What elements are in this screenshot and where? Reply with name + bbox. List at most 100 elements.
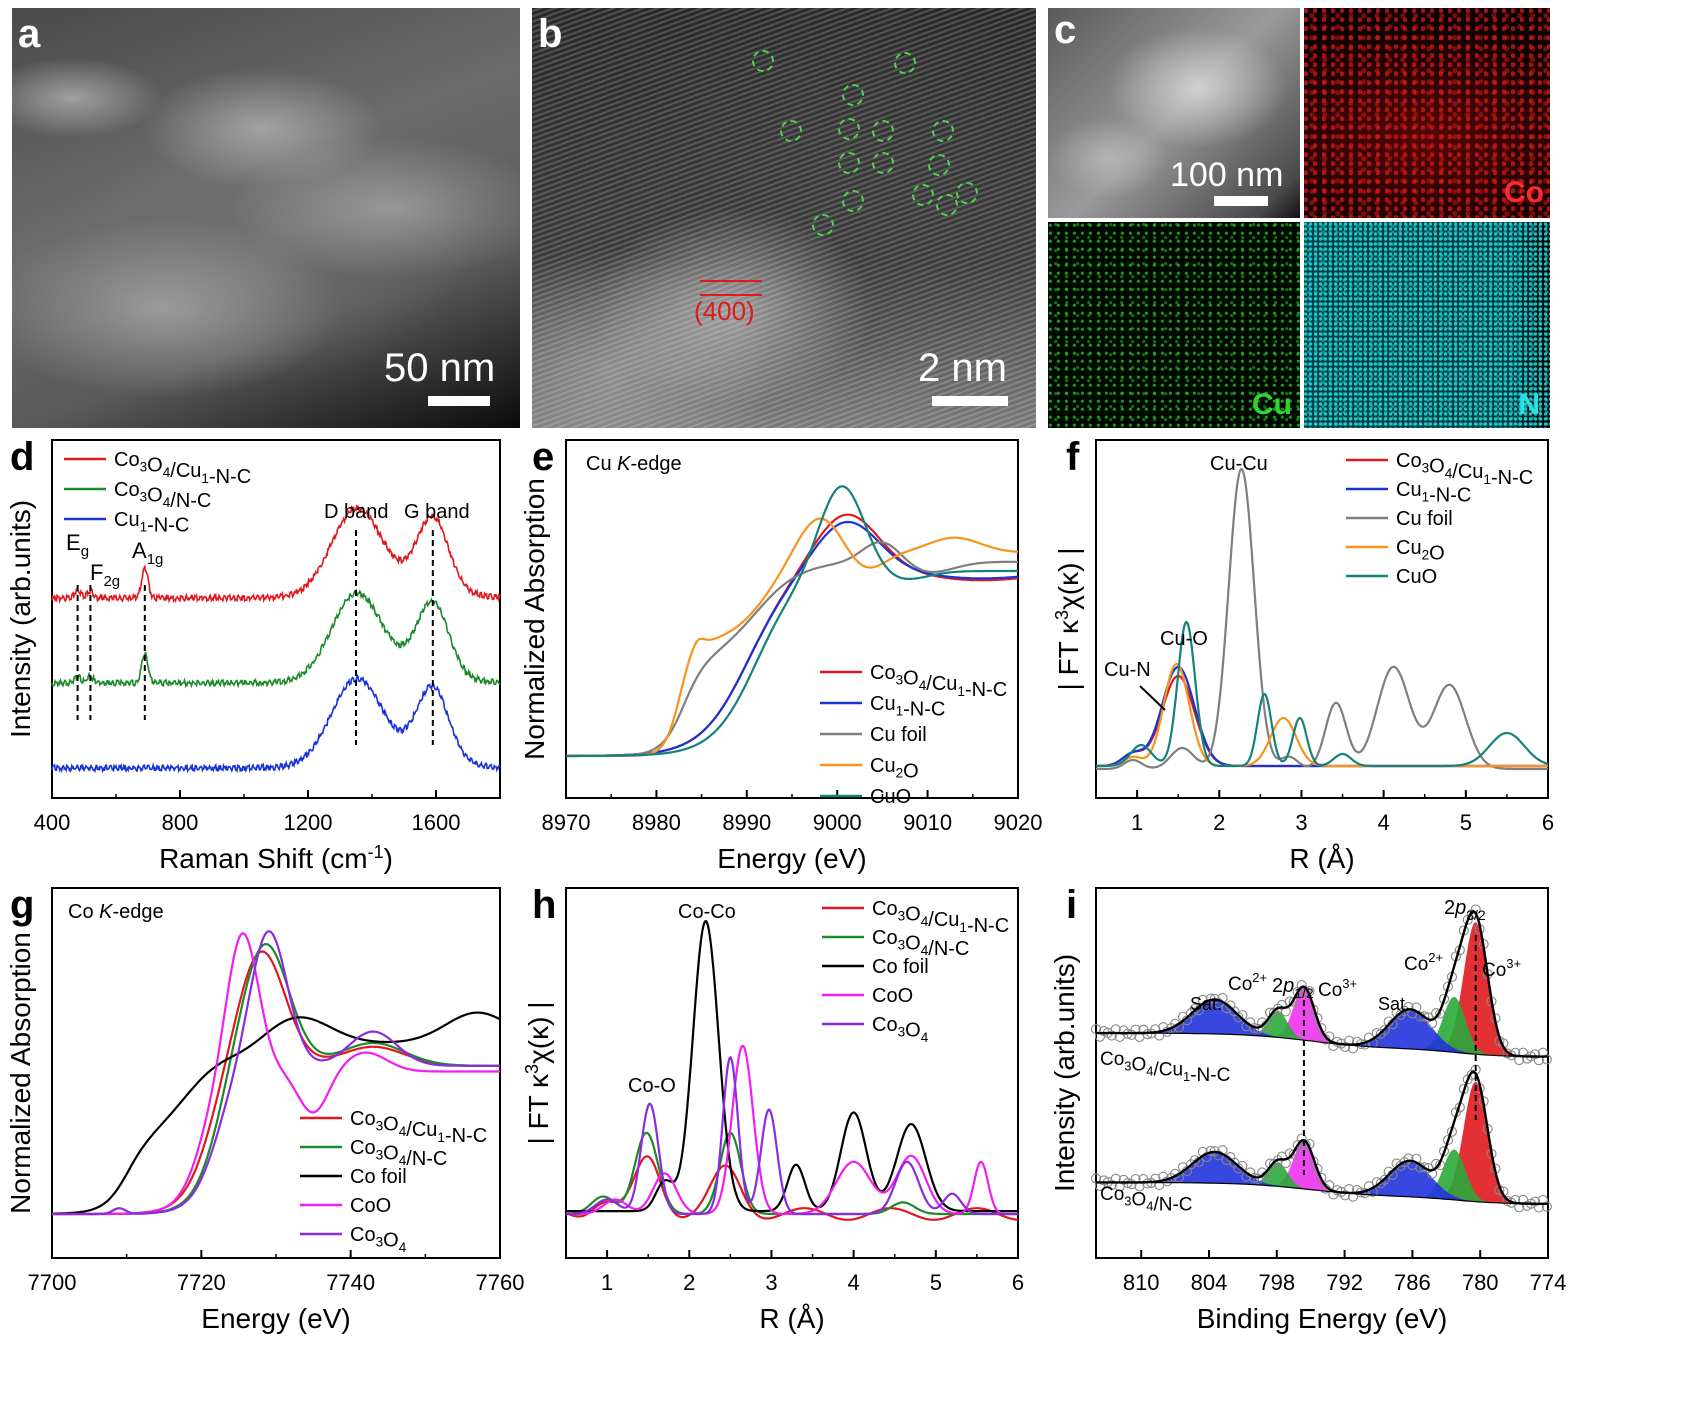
exafs-co-series-0 bbox=[565, 1155, 1019, 1221]
x-axis-label: Energy (eV) bbox=[201, 1303, 350, 1334]
xps-envelope bbox=[1096, 910, 1548, 1058]
x-tick-label: 3 bbox=[1295, 810, 1307, 835]
plot-frame bbox=[51, 439, 501, 799]
y-axis-label: Intensity (arb.units) bbox=[5, 500, 36, 738]
y-axis-label: | FT κ3χ(κ) | bbox=[522, 1002, 554, 1145]
x-tick-label: 804 bbox=[1191, 1270, 1228, 1295]
panel-label: e bbox=[532, 435, 554, 479]
peak-label-a1g: A1g bbox=[132, 538, 163, 568]
x-tick-label: 810 bbox=[1123, 1270, 1160, 1295]
x-tick-label: 2 bbox=[683, 1270, 695, 1295]
legend-label: Co3O4/Cu1-N-C bbox=[350, 1108, 487, 1147]
xanes-co-series-0 bbox=[52, 950, 500, 1216]
legend-label: CuO bbox=[1396, 566, 1437, 588]
scale-bar bbox=[1214, 196, 1268, 206]
single-atom-ring bbox=[936, 194, 958, 216]
legend-label: CoO bbox=[350, 1195, 391, 1217]
x-tick-label: 3 bbox=[765, 1270, 777, 1295]
xps-background bbox=[1096, 1181, 1549, 1205]
xps-fit-peak bbox=[1245, 1140, 1363, 1195]
x-tick-label: 792 bbox=[1326, 1270, 1363, 1295]
xps-data-point bbox=[1379, 1024, 1390, 1036]
single-atom-ring bbox=[838, 118, 860, 140]
plot-frame bbox=[565, 887, 1019, 1259]
x-tick-label: 7740 bbox=[326, 1270, 375, 1295]
xps-data-point bbox=[1142, 1029, 1153, 1040]
legend-label: Co3O4/Cu1-N-C bbox=[872, 898, 1009, 937]
x-axis-label: R (Å) bbox=[759, 1303, 824, 1334]
scale-bar-label: 100 nm bbox=[1170, 156, 1284, 194]
panel-c-haadf: c 100 nm bbox=[1048, 8, 1300, 218]
legend-label: CuO bbox=[870, 786, 911, 808]
legend-label: Co3O4/Cu1-N-C bbox=[1396, 450, 1533, 489]
chart-f: 1 2 3 4 5 6 R (Å) | FT κ3χ(κ) | Cu-Cu Cu-O Cu-N Co3… bbox=[1052, 439, 1554, 874]
xanes-co-series-4 bbox=[52, 930, 500, 1216]
x-tick-label: 400 bbox=[34, 810, 71, 835]
peak-label-cu-n: Cu-N bbox=[1104, 659, 1151, 681]
raman-series-0 bbox=[51, 504, 501, 605]
legend-label: Co3O4 bbox=[350, 1224, 407, 1255]
xanes-cu-series-1 bbox=[566, 520, 1018, 757]
single-atom-ring bbox=[912, 184, 934, 206]
x-tick-label: 4 bbox=[1378, 810, 1390, 835]
y-axis-label: Normalized Absorption bbox=[519, 478, 550, 760]
scale-bar-label: 50 nm bbox=[384, 346, 496, 390]
legend-label: Co3O4 bbox=[872, 1014, 929, 1045]
chart-i: 810 804 798 792 786 780 774 Binding Energy (eV)… bbox=[1049, 887, 1566, 1334]
raman-series-1 bbox=[51, 588, 501, 689]
co-map-label: Co bbox=[1504, 176, 1544, 209]
scale-bar bbox=[428, 396, 490, 406]
exafs-cu-series-2 bbox=[1096, 467, 1548, 771]
exafs-cu-series-1 bbox=[1096, 665, 1548, 768]
single-atom-ring bbox=[752, 50, 774, 72]
x-tick-label: 786 bbox=[1394, 1270, 1431, 1295]
xps-data-point bbox=[1541, 1201, 1552, 1212]
annotation-arrow bbox=[1139, 685, 1166, 711]
peak-label-co3: Co3+ bbox=[1318, 976, 1357, 1001]
chart-d: 400 800 1200 1600 Intensity (arb.units) Raman… bbox=[5, 439, 501, 874]
legend-label: Cu1-N-C bbox=[1396, 479, 1471, 507]
x-axis-label: Energy (eV) bbox=[717, 843, 866, 874]
xps-fit-peak bbox=[1245, 987, 1363, 1047]
legend-label: Cu foil bbox=[1396, 508, 1453, 530]
peak-label-cu-o: Cu-O bbox=[1160, 628, 1208, 650]
exafs-cu-series-0 bbox=[1096, 674, 1548, 768]
legend-label: Co3O4/N-C bbox=[872, 927, 969, 960]
panel-c-co-map: Co bbox=[1304, 8, 1550, 218]
panel-a-image: a 50 nm bbox=[12, 8, 520, 428]
xps-envelope bbox=[1096, 1070, 1548, 1206]
single-atom-ring bbox=[932, 120, 954, 142]
panel-label: h bbox=[532, 883, 556, 927]
panel-label: g bbox=[10, 883, 34, 927]
y-axis-label: | FT κ3χ(κ) | bbox=[1052, 548, 1084, 691]
peak-label-2p32: 2p3/2 bbox=[1444, 897, 1486, 923]
panel-label: c bbox=[1054, 8, 1077, 52]
peak-label-co-o: Co-O bbox=[628, 1075, 676, 1097]
xps-fit-peak bbox=[1407, 1081, 1544, 1204]
x-tick-label: 4 bbox=[848, 1270, 860, 1295]
legend-label: Co3O4/Cu1-N-C bbox=[870, 662, 1007, 701]
xanes-cu-series-4 bbox=[566, 485, 1018, 758]
peak-label-sat: Sat. bbox=[1190, 994, 1222, 1014]
xanes-cu-series-3 bbox=[566, 517, 1019, 758]
x-tick-label: 1200 bbox=[284, 810, 333, 835]
x-tick-label: 6 bbox=[1542, 810, 1554, 835]
x-tick-label: 9020 bbox=[994, 810, 1043, 835]
exafs-co-series-1 bbox=[566, 1131, 1018, 1216]
exafs-co-series-3 bbox=[566, 1044, 1018, 1216]
chart-g: 7700 7720 7740 7760 Energy (eV) Normalized Ab… bbox=[5, 887, 524, 1334]
xanes-cu-series-2 bbox=[566, 541, 1018, 758]
x-tick-label: 5 bbox=[930, 1270, 942, 1295]
peak-label-co3: Co3+ bbox=[1482, 956, 1521, 981]
x-tick-label: 6 bbox=[1012, 1270, 1024, 1295]
scale-bar bbox=[932, 396, 1008, 406]
xps-data-point bbox=[1142, 1178, 1153, 1189]
legend-label: Cu foil bbox=[870, 724, 927, 746]
xps-data-point bbox=[1316, 1172, 1327, 1183]
exafs-co-series-4 bbox=[566, 1055, 1018, 1216]
xps-data-point bbox=[1379, 1174, 1390, 1185]
y-axis-label: Intensity (arb.units) bbox=[1049, 954, 1080, 1192]
legend-label: Co foil bbox=[872, 956, 929, 978]
legend-label: Co foil bbox=[350, 1166, 407, 1188]
